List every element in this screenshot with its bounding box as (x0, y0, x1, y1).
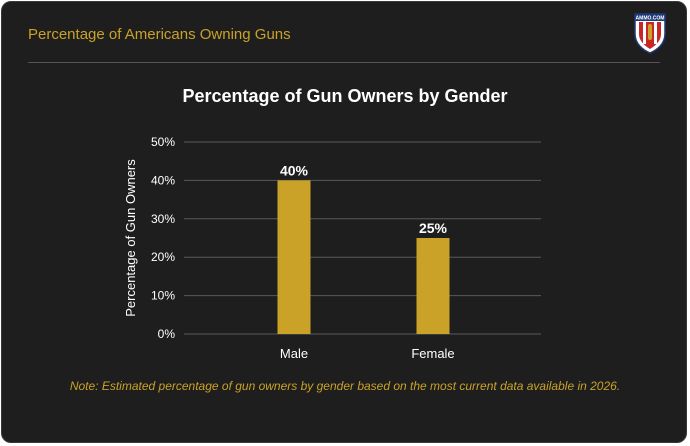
y-tick-label: 0% (158, 327, 176, 341)
chart-title: Percentage of Gun Owners by Gender (182, 86, 508, 106)
x-tick-label: Female (411, 346, 454, 361)
y-axis-label: Percentage of Gun Owners (123, 159, 138, 317)
header-divider (28, 62, 660, 63)
y-tick-label: 20% (151, 250, 175, 264)
bar-male (277, 180, 311, 334)
ammo-logo-icon: AMMO.COM (634, 13, 666, 54)
x-tick-label: Male (280, 346, 308, 361)
logo-text: AMMO.COM (636, 16, 665, 22)
y-tick-label: 10% (151, 289, 175, 303)
data-label: 40% (280, 162, 309, 178)
y-tick-label: 40% (151, 173, 175, 187)
chart-note: Note: Estimated percentage of gun owners… (69, 379, 621, 393)
header-title: Percentage of Americans Owning Guns (28, 26, 291, 43)
y-tick-label: 50% (151, 135, 175, 149)
y-tick-label: 30% (151, 212, 175, 226)
bar-female (416, 238, 450, 334)
data-label: 25% (419, 220, 448, 236)
